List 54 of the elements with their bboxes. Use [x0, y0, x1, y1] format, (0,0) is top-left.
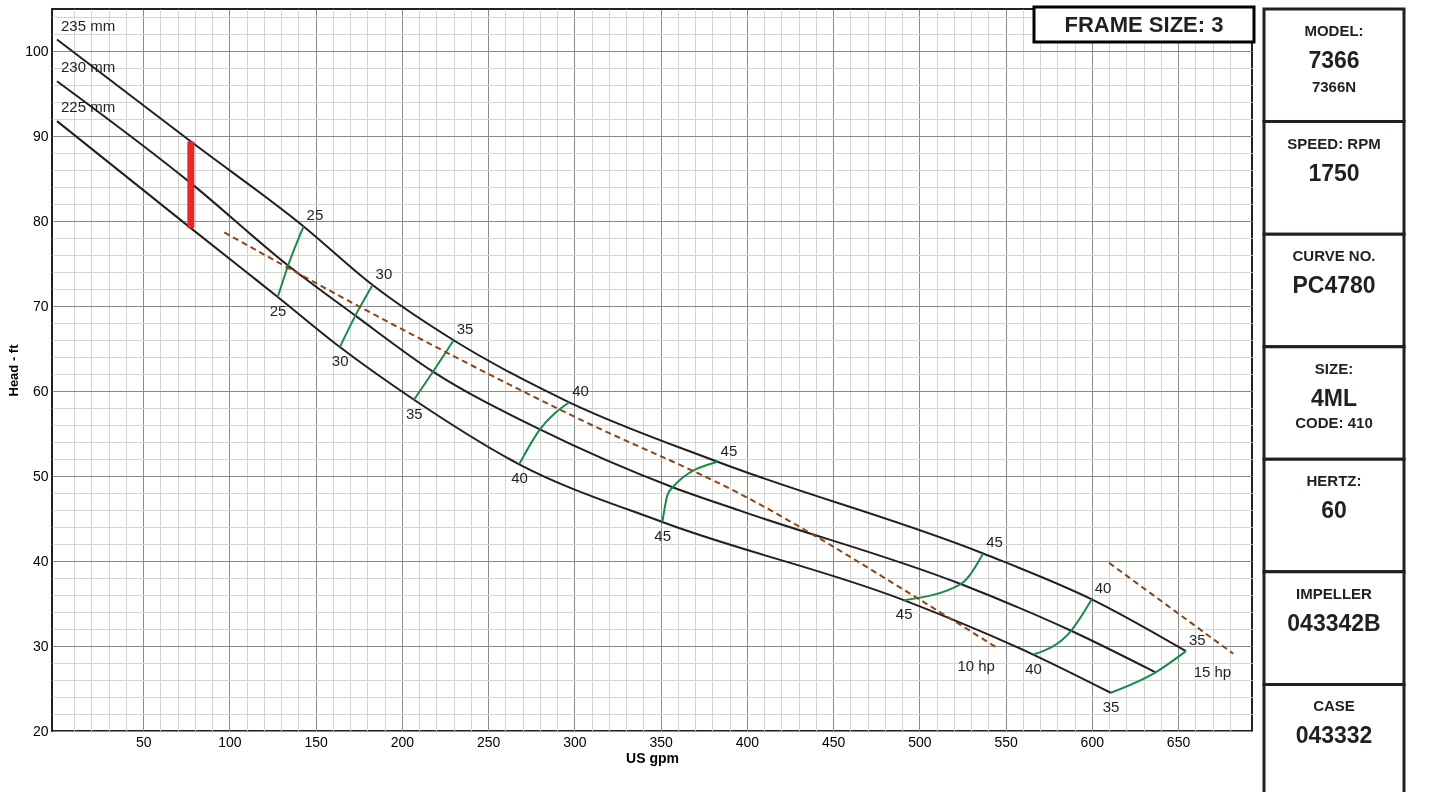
x-tick-label: 350 [649, 733, 674, 750]
x-tick-label: 450 [821, 733, 846, 750]
x-tick-label: 600 [1080, 733, 1105, 750]
x-tick-label: 150 [304, 733, 329, 750]
x-tick-label: 100 [218, 733, 242, 750]
y-tick-label: 90 [32, 127, 49, 144]
x-axis-title: US gpm [626, 749, 679, 766]
annotation: 35 [1102, 697, 1120, 715]
y-tick-label: 70 [32, 297, 49, 314]
annotation: 45 [654, 527, 672, 545]
text: MODEL: 7366 7366N [1304, 22, 1364, 95]
annotation: 40 [511, 469, 528, 487]
annotation: 35 [406, 404, 423, 422]
y-tick-label: 100 [25, 42, 49, 59]
annotation: 40 [1025, 659, 1042, 677]
annotation: 45 [720, 441, 738, 459]
x-tick-label: 650 [1166, 733, 1191, 750]
y-tick-label: 80 [32, 212, 49, 229]
y-tick-label: 50 [32, 467, 49, 484]
y-tick-label: 40 [32, 552, 49, 569]
series-label: 10 hp [957, 656, 995, 674]
annotation: 30 [331, 352, 349, 370]
annotation: 40 [572, 382, 589, 400]
annotation: 25 [306, 206, 324, 224]
annotation: 25 [269, 301, 287, 319]
text: CASE 043332 [1295, 697, 1373, 749]
series-label: 225 mm [61, 98, 116, 116]
annotation: 40 [1094, 579, 1112, 597]
x-tick-label: 300 [563, 733, 587, 750]
x-tick-label: 250 [476, 733, 501, 750]
x-tick-label: 550 [994, 733, 1018, 750]
annotation: 35 [1188, 631, 1206, 649]
annotation: 30 [375, 265, 393, 283]
y-tick-label: 20 [32, 722, 49, 739]
text: SPEED: RPM 1750 [1287, 134, 1381, 186]
series-label: 230 mm [61, 58, 116, 76]
text: CURVE NO. PC4780 [1292, 247, 1376, 299]
y-tick-label: 60 [32, 382, 49, 399]
series-label: 235 mm [61, 16, 116, 34]
annotation: FRAME SIZE: 3 [1064, 12, 1224, 37]
x-tick-label: 500 [908, 733, 932, 750]
annotation: 45 [986, 533, 1003, 551]
annotation: 45 [895, 605, 913, 623]
text: SIZE: 4ML CODE: 410 [1295, 359, 1373, 431]
y-tick-label: 30 [32, 637, 49, 654]
x-tick-label: 50 [135, 733, 152, 750]
x-tick-label: 400 [735, 733, 760, 750]
annotation: 35 [456, 320, 474, 338]
x-tick-label: 200 [390, 733, 415, 750]
series-label: 15 hp [1193, 662, 1232, 680]
text: HERTZ: 60 [1306, 472, 1362, 524]
text: IMPELLER 043342B [1287, 584, 1381, 636]
y-axis-title: Head - ft [6, 343, 22, 397]
line-series [661, 460, 719, 524]
